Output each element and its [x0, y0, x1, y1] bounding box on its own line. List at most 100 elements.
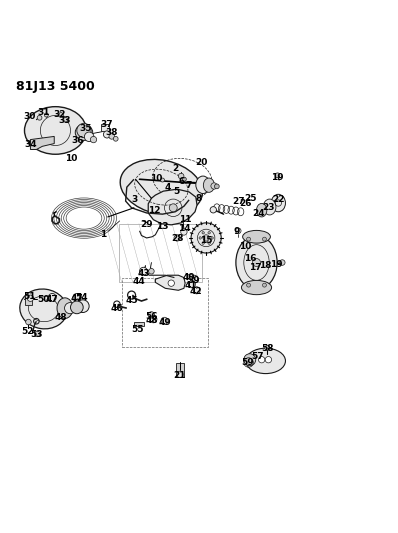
Text: 51: 51 — [23, 292, 35, 301]
Circle shape — [275, 173, 280, 177]
Ellipse shape — [75, 125, 93, 140]
Text: 10: 10 — [65, 154, 78, 163]
Circle shape — [208, 242, 210, 244]
Text: 10: 10 — [150, 174, 162, 183]
Circle shape — [202, 242, 204, 244]
Circle shape — [193, 287, 200, 294]
Text: 3: 3 — [131, 195, 138, 204]
Circle shape — [262, 237, 266, 241]
Text: 55: 55 — [131, 325, 144, 334]
Circle shape — [199, 237, 201, 239]
Polygon shape — [30, 136, 54, 149]
Bar — [122, 278, 208, 346]
Ellipse shape — [263, 199, 276, 215]
Text: 48: 48 — [146, 316, 158, 325]
Circle shape — [161, 317, 168, 325]
Circle shape — [140, 267, 147, 275]
Text: 59: 59 — [242, 358, 254, 367]
Text: 8: 8 — [195, 194, 201, 203]
Circle shape — [37, 115, 42, 120]
Circle shape — [247, 283, 251, 287]
Circle shape — [26, 319, 31, 325]
Text: 28: 28 — [171, 234, 183, 243]
Circle shape — [258, 357, 265, 363]
Ellipse shape — [77, 123, 91, 138]
Circle shape — [90, 136, 97, 143]
Text: 41: 41 — [185, 281, 197, 289]
Text: 54: 54 — [76, 293, 88, 302]
Circle shape — [160, 178, 164, 182]
Text: 22: 22 — [272, 196, 285, 204]
Text: 37: 37 — [100, 120, 113, 129]
Text: 19: 19 — [271, 173, 283, 182]
Circle shape — [59, 112, 63, 117]
Circle shape — [203, 235, 209, 241]
Text: 44: 44 — [133, 277, 145, 286]
Text: 81J13 5400: 81J13 5400 — [16, 80, 94, 93]
Text: 56: 56 — [145, 312, 158, 320]
Circle shape — [279, 260, 285, 265]
Ellipse shape — [25, 107, 86, 154]
Text: 17: 17 — [250, 263, 262, 272]
Text: 20: 20 — [195, 158, 207, 167]
Bar — [101, 124, 109, 131]
Circle shape — [150, 316, 157, 323]
Text: 18: 18 — [259, 261, 272, 270]
Text: 53: 53 — [30, 330, 43, 339]
Circle shape — [177, 371, 183, 377]
Circle shape — [253, 259, 260, 266]
Text: 19: 19 — [270, 260, 283, 269]
Text: 31: 31 — [37, 108, 50, 117]
Circle shape — [148, 312, 154, 318]
Ellipse shape — [57, 298, 73, 318]
Ellipse shape — [256, 204, 267, 217]
Circle shape — [211, 183, 217, 189]
Ellipse shape — [271, 195, 285, 212]
Text: 58: 58 — [261, 344, 273, 353]
Circle shape — [262, 283, 266, 287]
Circle shape — [265, 357, 271, 363]
Text: 5: 5 — [173, 188, 179, 197]
Text: 14: 14 — [178, 223, 190, 232]
Ellipse shape — [203, 178, 215, 192]
Text: 47: 47 — [46, 295, 59, 303]
Text: 50: 50 — [37, 295, 50, 303]
Circle shape — [265, 345, 269, 350]
Text: 13: 13 — [156, 222, 169, 231]
Circle shape — [187, 274, 193, 280]
Text: 29: 29 — [140, 220, 153, 229]
Ellipse shape — [243, 230, 270, 243]
Text: 48: 48 — [55, 313, 67, 322]
Circle shape — [215, 184, 219, 189]
Text: 33: 33 — [58, 116, 70, 125]
Text: 9: 9 — [234, 227, 240, 236]
Circle shape — [202, 232, 204, 234]
Circle shape — [27, 295, 33, 301]
Text: 27: 27 — [232, 197, 245, 206]
Circle shape — [188, 281, 195, 288]
Text: 1: 1 — [100, 230, 106, 239]
Text: 39: 39 — [187, 276, 200, 285]
Circle shape — [181, 229, 187, 235]
Text: 12: 12 — [148, 206, 161, 215]
Ellipse shape — [236, 236, 277, 289]
Circle shape — [190, 275, 198, 283]
Bar — [25, 295, 32, 305]
Text: 57: 57 — [252, 352, 264, 361]
Circle shape — [103, 131, 111, 138]
Circle shape — [70, 301, 83, 314]
Bar — [176, 364, 184, 377]
Text: 34: 34 — [24, 140, 37, 149]
Text: 4: 4 — [165, 183, 171, 192]
Text: 7: 7 — [185, 181, 191, 190]
Text: 15: 15 — [200, 236, 213, 245]
Ellipse shape — [20, 289, 67, 329]
Circle shape — [84, 132, 94, 142]
Ellipse shape — [120, 159, 203, 215]
Circle shape — [208, 232, 210, 234]
Text: 32: 32 — [53, 110, 66, 119]
Circle shape — [169, 204, 177, 212]
Circle shape — [73, 294, 81, 301]
Text: 43: 43 — [138, 269, 150, 278]
Text: 23: 23 — [262, 203, 275, 212]
